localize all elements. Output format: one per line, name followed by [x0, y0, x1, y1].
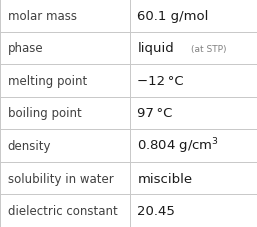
- Text: 0.804 g/cm$^{\mathregular{3}}$: 0.804 g/cm$^{\mathregular{3}}$: [137, 136, 219, 156]
- Text: boiling point: boiling point: [8, 107, 81, 120]
- Text: liquid: liquid: [137, 42, 174, 55]
- Text: molar mass: molar mass: [8, 10, 77, 23]
- Text: 20.45: 20.45: [137, 204, 175, 217]
- Text: −12 °C: −12 °C: [137, 75, 184, 88]
- Text: 97 °C: 97 °C: [137, 107, 173, 120]
- Text: (at STP): (at STP): [191, 45, 227, 54]
- Text: melting point: melting point: [8, 75, 87, 88]
- Text: solubility in water: solubility in water: [8, 172, 113, 185]
- Text: miscible: miscible: [137, 172, 192, 185]
- Text: density: density: [8, 139, 51, 152]
- Text: 60.1 g/mol: 60.1 g/mol: [137, 10, 209, 23]
- Text: dielectric constant: dielectric constant: [8, 204, 117, 217]
- Text: phase: phase: [8, 42, 43, 55]
